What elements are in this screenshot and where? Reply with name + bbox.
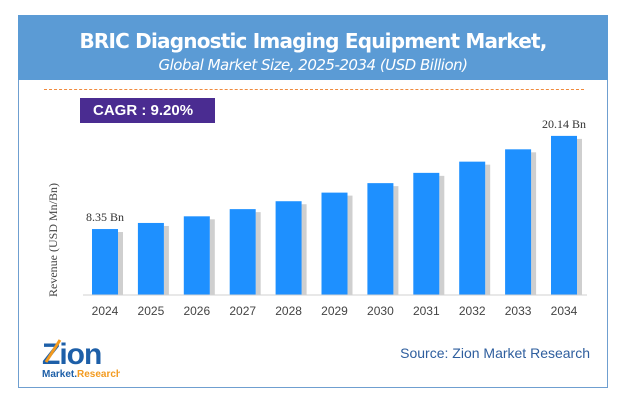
source-text: Source: Zion Market Research [400,345,590,361]
bar-shadow [118,232,123,295]
svg-text:Market.Research: Market.Research [42,369,120,380]
y-axis-label: Revenue (USD Mn/Bn) [46,183,60,297]
data-label: 20.14 Bn [542,117,586,131]
bar-2025 [137,222,164,295]
x-tick-label: 2030 [367,304,394,318]
bar-shadow [577,138,582,295]
bar-shadow [347,195,353,295]
x-tick-label: 2025 [138,304,165,318]
bar-2026 [183,216,210,295]
bar-2031 [413,172,440,295]
x-tick-label: 2029 [321,304,348,318]
x-tick-label: 2032 [459,304,486,318]
bar-2030 [367,183,394,295]
bar-2027 [229,209,256,295]
x-tick-label: 2024 [92,304,119,318]
bar-2033 [505,149,532,295]
data-label: 8.35 Bn [86,210,124,224]
cagr-badge: CAGR : 9.20% [80,98,215,123]
bar-shadow [439,175,445,295]
bar-shadow [301,204,307,295]
bar-2032 [459,161,486,295]
bar-shadow [209,219,215,295]
bar-shadow [393,186,399,295]
bar-shadow [531,152,537,295]
x-tick-label: 2034 [551,304,578,318]
bar-shadow [485,164,491,295]
bar-shadow [255,212,261,295]
header: BRIC Diagnostic Imaging Equipment Market… [18,15,608,80]
zion-logo: Zion Market.Research [42,338,120,380]
bar-2034 [551,135,577,295]
divider [44,89,584,90]
x-tick-label: 2031 [413,304,440,318]
chart-subtitle: Global Market Size, 2025-2034 (USD Billi… [158,56,468,74]
x-tick-label: 2028 [275,304,302,318]
bar-shadow [163,225,169,295]
bar-2028 [275,201,302,295]
x-tick-label: 2026 [183,304,210,318]
x-tick-label: 2027 [229,304,256,318]
chart-title: BRIC Diagnostic Imaging Equipment Market… [79,29,547,53]
x-tick-label: 2033 [505,304,532,318]
bar-2024 [92,229,118,295]
bar-2029 [321,192,348,295]
